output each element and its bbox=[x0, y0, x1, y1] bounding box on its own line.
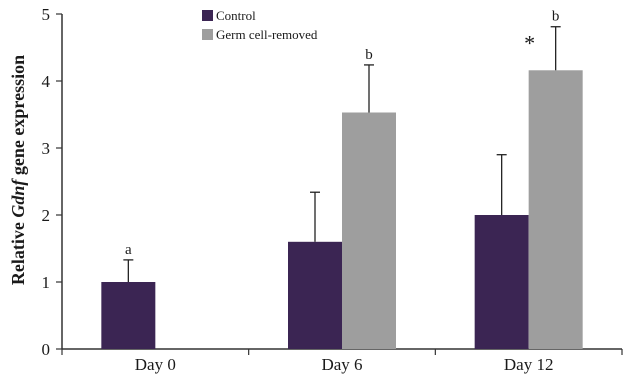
significance-star: * bbox=[524, 31, 535, 56]
y-axis-title: Relative Gdnf gene expression bbox=[8, 55, 28, 285]
bar-control bbox=[101, 282, 156, 349]
legend-swatch bbox=[202, 10, 213, 21]
y-tick-label: 4 bbox=[42, 72, 51, 91]
legend: Control Germ cell-removed bbox=[202, 8, 318, 42]
y-tick-label: 0 bbox=[42, 340, 51, 359]
y-tick-label: 2 bbox=[42, 206, 51, 225]
legend-label: Control bbox=[216, 8, 256, 23]
significance-letter: b bbox=[552, 9, 560, 25]
legend-label: Germ cell-removed bbox=[216, 27, 318, 42]
y-axis-title-gene-name: Gdnf bbox=[8, 178, 28, 218]
significance-letter: b bbox=[365, 47, 373, 63]
y-tick-label: 3 bbox=[42, 139, 51, 158]
bar-germ-cell-removed bbox=[528, 70, 583, 349]
plot-area: 0 1 2 3 4 5 Day 0 a Day 6 b Day 12 b * bbox=[42, 5, 623, 374]
y-tick-label: 5 bbox=[42, 5, 51, 24]
legend-swatch bbox=[202, 29, 213, 40]
y-axis-title-part-1: Relative bbox=[8, 218, 28, 285]
x-category-label: Day 0 bbox=[135, 355, 176, 374]
bar-germ-cell-removed bbox=[342, 112, 396, 350]
y-tick-label: 1 bbox=[42, 273, 51, 292]
bar-control bbox=[288, 241, 342, 349]
bar-control bbox=[474, 215, 529, 349]
y-axis-title-part-2: gene expression bbox=[8, 55, 28, 180]
x-category-label: Day 12 bbox=[504, 355, 554, 374]
significance-letter: a bbox=[125, 242, 132, 258]
x-category-label: Day 6 bbox=[321, 355, 362, 374]
